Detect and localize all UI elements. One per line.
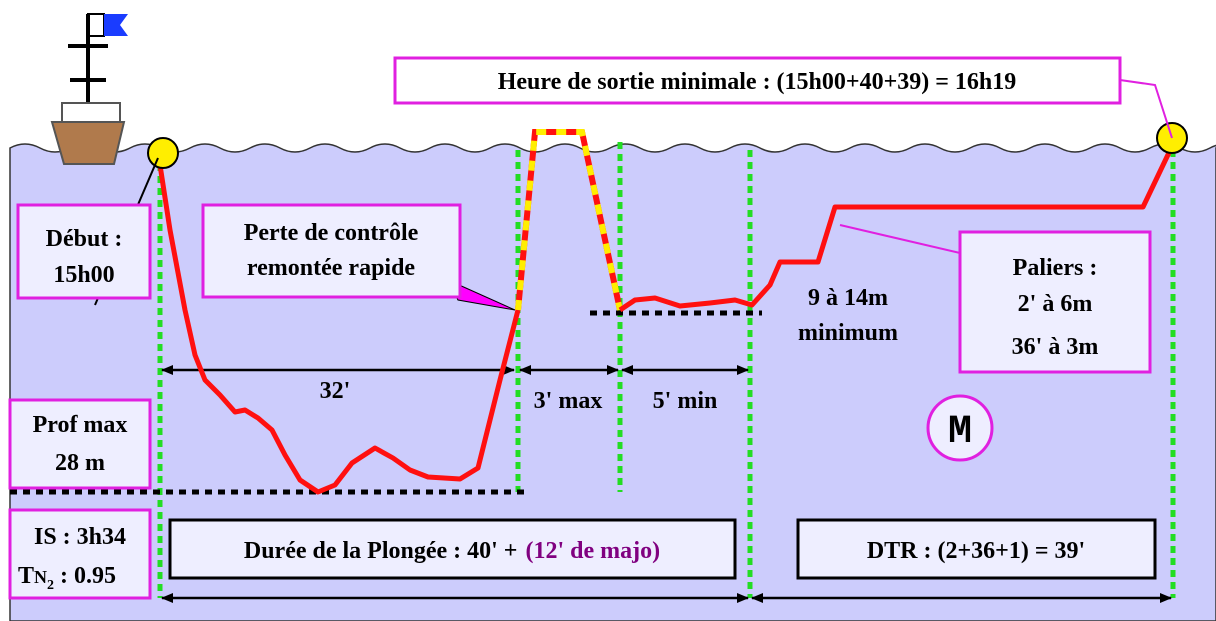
start-box bbox=[16, 203, 152, 300]
table-letter: M bbox=[948, 410, 972, 455]
start-label: Début : bbox=[46, 226, 123, 252]
tn2-value: : 0.95 bbox=[60, 563, 116, 589]
buoy bbox=[147, 137, 179, 169]
dive-time-base: Durée de la Plongée : 40' + bbox=[244, 538, 518, 564]
dive-time-box bbox=[168, 518, 737, 580]
loss-text: remontée rapide bbox=[247, 255, 416, 281]
start-time: 15h00 bbox=[53, 262, 114, 288]
dtr-box bbox=[796, 518, 1157, 580]
duration: 5' min bbox=[653, 388, 718, 414]
depth-value: 28 m bbox=[55, 450, 105, 476]
duration: 3' max bbox=[534, 388, 603, 414]
tn2: TN2 : 0.95 bbox=[18, 563, 116, 593]
tn2-t: T bbox=[18, 563, 34, 589]
exit-time: Heure de sortie minimale : (15h00+40+39)… bbox=[498, 69, 1017, 95]
depth-label: Prof max bbox=[33, 412, 128, 438]
table-circle bbox=[926, 394, 994, 462]
depth-box bbox=[8, 398, 152, 490]
duration: 32' bbox=[320, 378, 351, 404]
exit-box bbox=[393, 56, 1122, 105]
dive-profile bbox=[155, 151, 521, 495]
tn2-sub: 2 bbox=[47, 578, 54, 593]
stop: 2' à 6m bbox=[1018, 291, 1093, 317]
interval-box bbox=[8, 508, 152, 600]
boat bbox=[50, 13, 128, 165]
pointer bbox=[1119, 79, 1173, 139]
dive-profile bbox=[618, 138, 1178, 313]
stops-title: Paliers : bbox=[1013, 255, 1098, 281]
reimmersion: 9 à 14m bbox=[808, 285, 888, 311]
interval: IS : 3h34 bbox=[34, 524, 126, 550]
majoration: (12' de majo) bbox=[525, 538, 660, 564]
stop: 36' à 3m bbox=[1012, 334, 1099, 360]
loss-box bbox=[201, 203, 462, 299]
dive-time: Durée de la Plongée : 40' + (12' de majo) bbox=[244, 538, 660, 564]
reimmersion: minimum bbox=[798, 320, 898, 346]
loss-text: Perte de contrôle bbox=[244, 220, 419, 246]
rapid-ascent bbox=[515, 129, 623, 311]
tn2-n: N bbox=[34, 567, 47, 587]
dtr: DTR : (2+36+1) = 39' bbox=[867, 538, 1085, 564]
stops-box bbox=[958, 230, 1152, 374]
